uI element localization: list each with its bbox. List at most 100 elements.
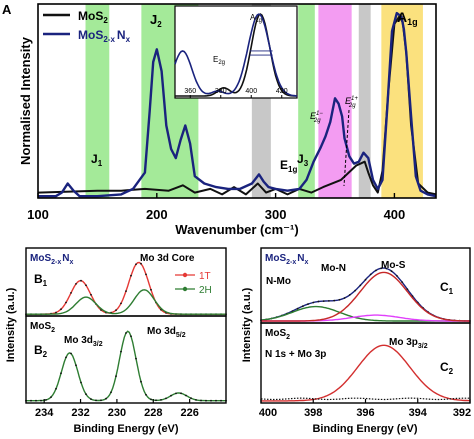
annotation-e1g: E1g <box>280 158 297 174</box>
data-point <box>115 309 117 312</box>
band-3 <box>298 4 315 198</box>
legend: MoS2 MoS2-x Nx <box>43 9 131 44</box>
data-point <box>301 305 304 308</box>
data-point <box>354 289 356 292</box>
annotation-a1g: A1g <box>397 9 418 27</box>
c2-n1s-label: N 1s + Mo 3p <box>265 349 326 360</box>
c-y-axis-label: Intensity (a.u.) <box>241 287 253 362</box>
b2-peak-label-52: Mo 3d5/2 <box>147 326 186 339</box>
panel-c: 400 398 396 394 392 Intensity (a.u.) Binding… <box>241 247 471 435</box>
data-point <box>200 399 202 402</box>
b1-core-label: Mo 3d Core <box>140 253 195 264</box>
b-y-axis-label: Intensity (a.u.) <box>5 287 17 362</box>
inset-ticks: 360 380 400 420 <box>184 88 288 98</box>
c2-peak-label: Mo 3p3/2 <box>389 337 428 350</box>
b2-material-label: MoS2 <box>30 321 55 334</box>
c-tick-label-396: 396 <box>356 407 374 419</box>
c-tick-label-392: 392 <box>453 407 471 419</box>
data-point <box>30 399 32 402</box>
c2-baseline <box>260 397 470 401</box>
data-point <box>150 398 152 401</box>
data-point <box>195 399 197 401</box>
legend-label-mos2xnx: MoS2-x Nx <box>78 28 131 44</box>
data-point <box>210 399 212 402</box>
band-0 <box>85 4 110 198</box>
b2-panel-label: B2 <box>34 343 48 359</box>
raman-series <box>37 11 437 198</box>
data-point <box>401 281 403 283</box>
c1-label-mo-s: Mo-S <box>381 260 406 271</box>
c-x-axis-label: Binding Energy (eV) <box>312 423 417 435</box>
data-point <box>185 394 187 397</box>
annotation-e2g-plus: E1+ 2g <box>345 96 358 109</box>
inset-label-a1g: A1g <box>250 13 262 24</box>
data-point <box>55 387 57 390</box>
data-point <box>359 284 362 287</box>
c1-material-label: MoS2-xNx <box>265 253 308 266</box>
x-tick-label-300: 300 <box>265 207 287 222</box>
data-point <box>130 274 132 277</box>
data-point <box>390 270 393 273</box>
c2-panel-label: C2 <box>440 360 454 376</box>
data-point <box>170 394 172 397</box>
data-point <box>338 298 341 301</box>
b1-legend-marker-1t <box>182 272 188 278</box>
legend-label-mos2: MoS2 <box>78 9 108 25</box>
data-point <box>343 297 346 299</box>
data-point <box>396 275 398 277</box>
data-point <box>130 335 132 338</box>
inset-series <box>174 13 298 97</box>
inset-tick-label-400: 400 <box>245 88 257 95</box>
data-point <box>90 293 92 296</box>
data-point <box>70 352 72 355</box>
data-point <box>215 399 217 402</box>
c1-label-mo-n: Mo-N <box>321 263 346 274</box>
data-point <box>60 308 62 311</box>
data-point <box>35 399 37 402</box>
data-point <box>385 267 388 270</box>
inset-label-e2g: E2g <box>213 55 225 66</box>
data-point <box>406 288 409 290</box>
data-point <box>348 294 351 296</box>
data-point <box>364 278 367 281</box>
data-point <box>220 399 222 402</box>
x-tick-label-100: 100 <box>27 207 49 222</box>
x-tick-label-400: 400 <box>384 207 406 222</box>
inset-frame <box>174 5 298 99</box>
inset-tick-label-420: 420 <box>276 88 288 95</box>
inset-mos2-line <box>175 13 298 97</box>
b1-series <box>25 261 227 316</box>
data-point <box>180 392 182 395</box>
data-point <box>140 262 142 265</box>
b-tick-label-234: 234 <box>35 407 54 419</box>
y-axis-label: Normalised Intensity <box>18 36 33 165</box>
data-point <box>85 393 87 396</box>
series-mos2xnx-line <box>38 11 437 198</box>
data-point <box>140 380 142 383</box>
annotation-j3: J3 <box>297 152 309 168</box>
c1-panel-label: C1 <box>440 280 454 296</box>
inset-mos2xnx-line <box>174 13 298 97</box>
data-point <box>65 301 67 304</box>
band-5 <box>358 4 371 198</box>
annotation-e2g-minus: E1− 2g <box>310 111 323 124</box>
data-point <box>105 397 107 400</box>
data-point <box>312 301 315 304</box>
data-point <box>75 364 77 367</box>
data-point <box>100 399 102 402</box>
data-point <box>95 399 97 402</box>
spectrum-1t <box>26 261 226 315</box>
data-point <box>70 292 72 294</box>
data-point <box>65 356 67 359</box>
data-point <box>160 399 162 401</box>
spectrum-total <box>260 267 471 322</box>
data-point <box>145 273 147 276</box>
panel-a: A 100 200 300 400 Normalised Intensity Wave… <box>2 2 437 237</box>
b-tick-label-226: 226 <box>180 407 198 419</box>
data-point <box>120 302 122 305</box>
inset-tick-label-360: 360 <box>184 88 196 95</box>
data-point <box>120 350 122 353</box>
c-tick-label-398: 398 <box>304 407 322 419</box>
b1-material-label: MoS2-xNx <box>30 253 73 266</box>
